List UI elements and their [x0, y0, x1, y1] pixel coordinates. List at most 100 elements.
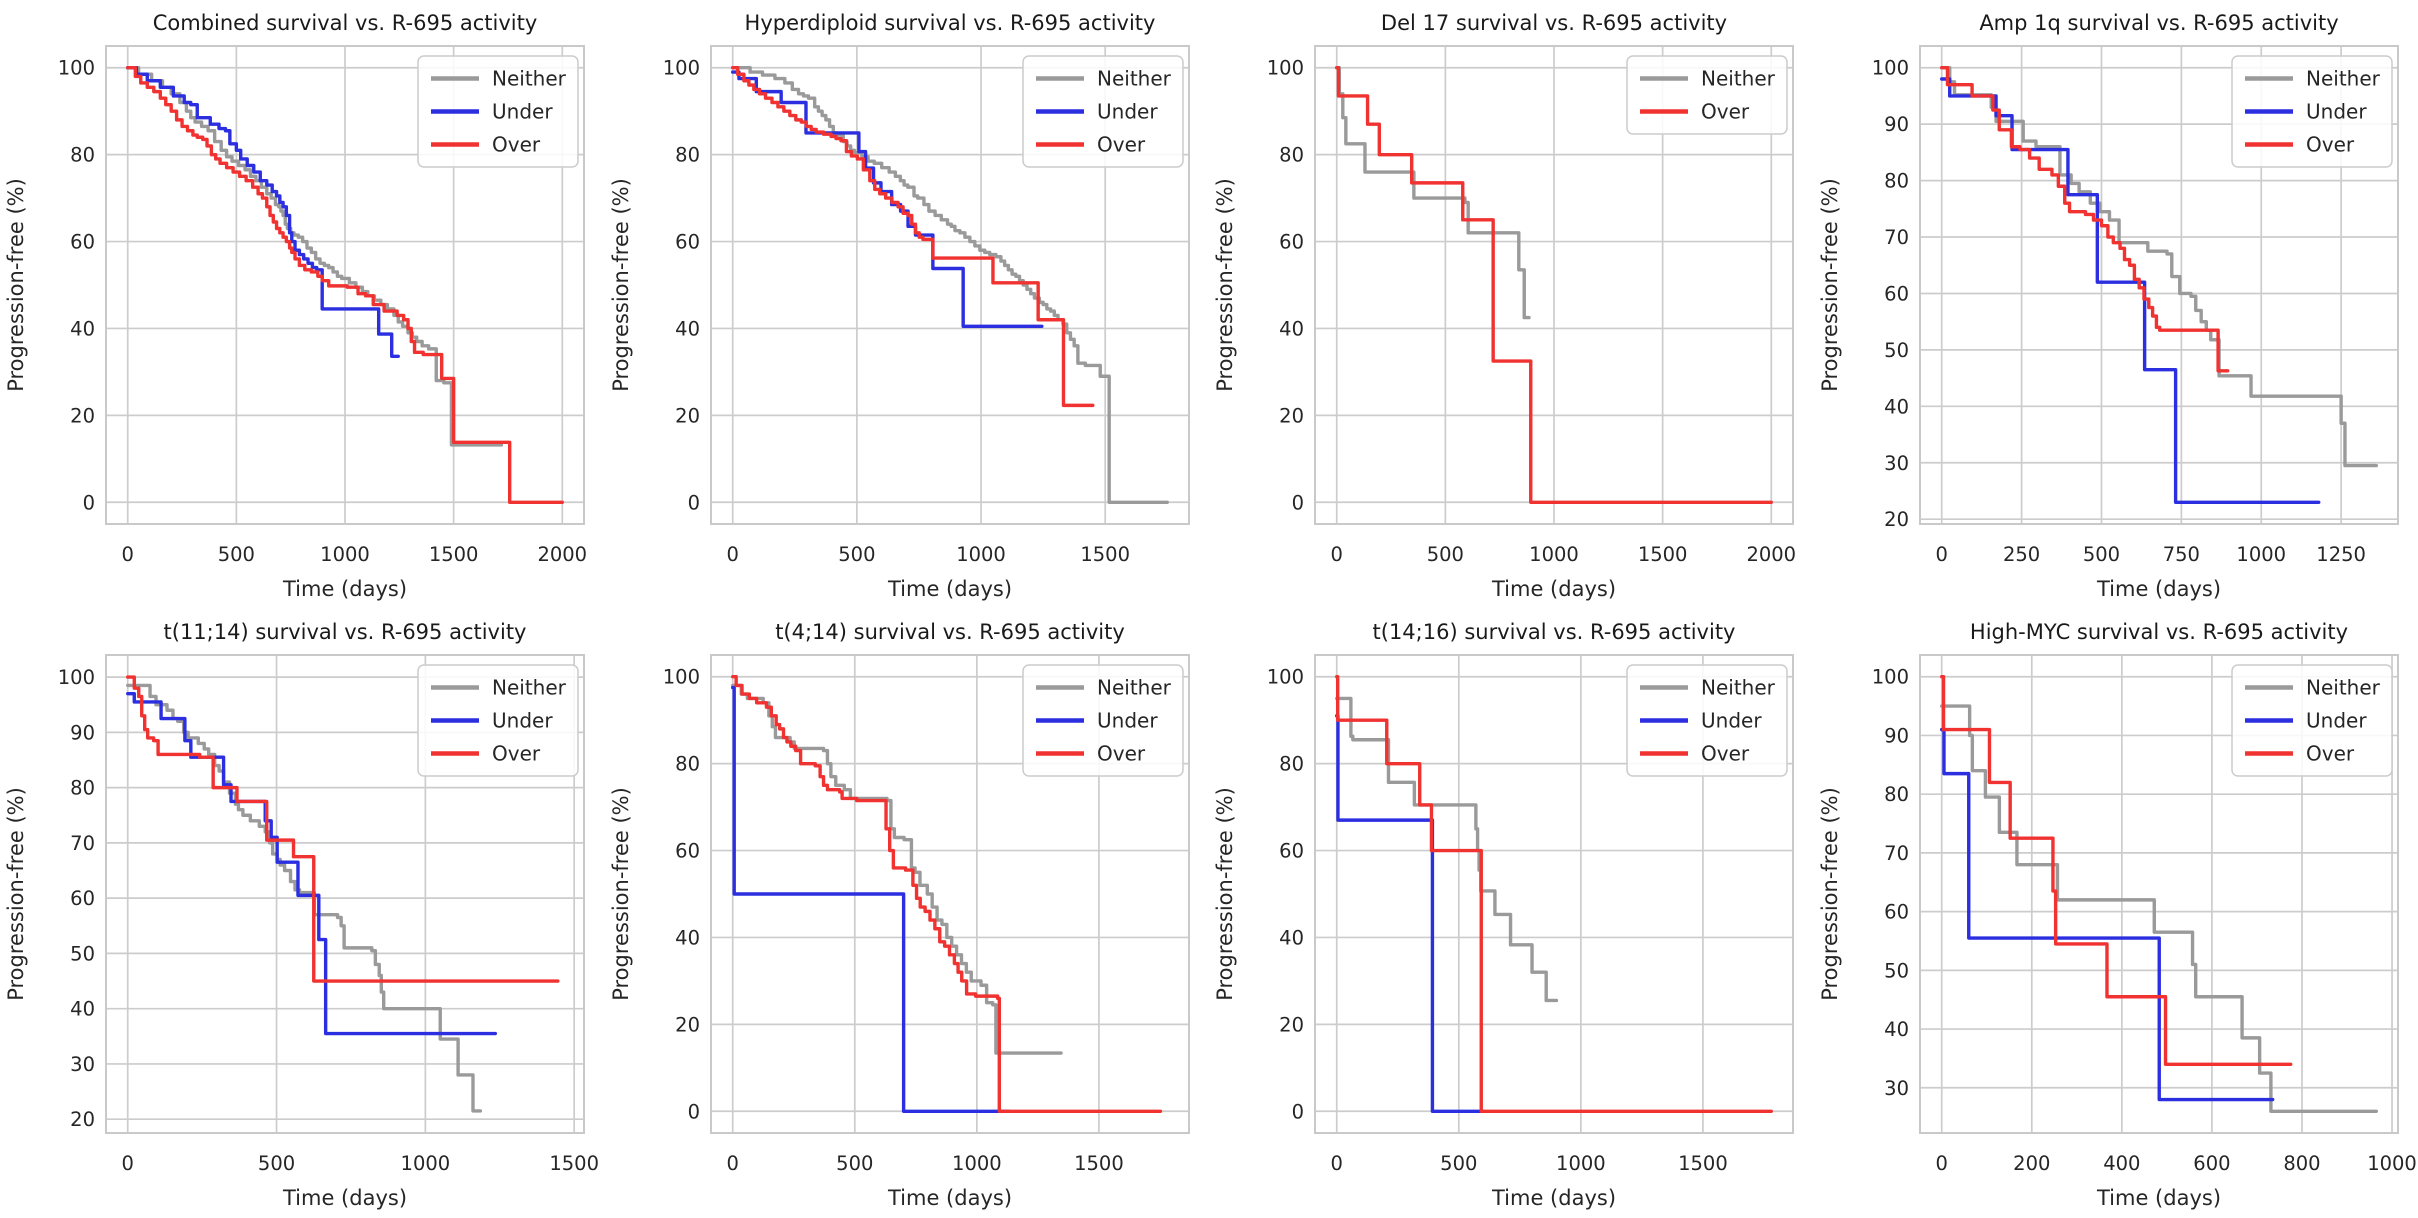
legend-box [417, 55, 579, 168]
x-axis-label: Time (days) [1491, 1186, 1616, 1210]
plot-border [709, 45, 1190, 525]
x-tick-label: 400 [2103, 1152, 2140, 1175]
y-tick-label: 70 [70, 832, 95, 855]
x-tick-label: 800 [2283, 1152, 2320, 1175]
x-tick-label: 1500 [429, 543, 479, 566]
x-tick-label: 1500 [549, 1152, 599, 1175]
y-tick-label: 20 [675, 1013, 700, 1036]
y-axis-label: Progression-free (%) [609, 178, 633, 392]
legend-label-over: Over [492, 742, 541, 766]
y-tick-label: 100 [1267, 666, 1304, 689]
y-tick-label: 20 [675, 404, 700, 427]
survival-chart-t4_14: 0 500 1000 1500 0 20 40 60 80 100 t(4;14) survival… [609, 620, 1190, 1210]
legend-label-neither: Neither [1701, 676, 1776, 700]
y-axis-label: Progression-free (%) [4, 787, 28, 1001]
y-tick-label: 60 [1884, 901, 1909, 924]
legend-label-over: Over [2306, 133, 2355, 157]
y-tick-label: 60 [1279, 231, 1304, 254]
chart-title: Amp 1q survival vs. R-695 activity [1979, 11, 2338, 35]
legend-label-over: Over [1097, 133, 1146, 157]
chart-title: t(4;14) survival vs. R-695 activity [775, 620, 1125, 644]
y-tick-label: 60 [70, 231, 95, 254]
plot-border [709, 654, 1190, 1134]
x-axis-label: Time (days) [2095, 577, 2220, 601]
x-axis-label: Time (days) [886, 1186, 1011, 1210]
y-tick-label: 20 [1279, 1013, 1304, 1036]
y-tick-label: 40 [675, 926, 700, 949]
legend-box [1021, 664, 1184, 777]
legend-label-neither: Neither [2306, 676, 2381, 700]
survival-curve-neither [1335, 66, 1531, 320]
y-tick-label: 80 [70, 144, 95, 167]
x-tick-label: 0 [1331, 543, 1343, 566]
survival-curve-over [1939, 675, 2292, 1066]
x-tick-label: 1000 [401, 1152, 451, 1175]
y-tick-label: 90 [70, 721, 95, 744]
x-tick-label: 500 [836, 1152, 873, 1175]
legend-label-over: Over [492, 133, 541, 157]
x-tick-label: 1000 [952, 1152, 1002, 1175]
legend-label-neither: Neither [492, 676, 567, 700]
y-tick-label: 0 [687, 491, 699, 514]
y-tick-label: 60 [675, 231, 700, 254]
y-axis-label: Progression-free (%) [1213, 787, 1237, 1001]
y-tick-label: 40 [1279, 926, 1304, 949]
y-tick-label: 80 [675, 144, 700, 167]
x-tick-label: 2000 [1746, 543, 1796, 566]
y-tick-label: 30 [1884, 1077, 1909, 1100]
chart-cell-del17: 0 500 1000 1500 2000 0 20 40 60 80 100 Del 17 survi… [1209, 0, 1814, 609]
legend-box [1021, 55, 1184, 168]
y-tick-label: 20 [1884, 508, 1909, 531]
y-tick-label: 30 [1884, 452, 1909, 475]
legend-box [2230, 55, 2393, 168]
y-tick-label: 0 [687, 1100, 699, 1123]
legend-label-neither: Neither [1097, 67, 1172, 91]
x-tick-label: 1250 [2316, 543, 2366, 566]
x-tick-label: 0 [1935, 543, 1947, 566]
y-tick-label: 70 [1884, 226, 1909, 249]
x-axis-label: Time (days) [886, 577, 1011, 601]
survival-curve-over [126, 675, 560, 983]
y-tick-label: 100 [662, 57, 699, 80]
survival-curve-over [1939, 66, 2229, 373]
y-tick-label: 90 [1884, 724, 1909, 747]
survival-chart-high_myc: 0 200 400 600 800 1000 30 40 50 60 70 80 90 100 High-M… [1818, 620, 2417, 1210]
legend-label-neither: Neither [2306, 67, 2381, 91]
legend-box [1626, 664, 1788, 777]
y-tick-label: 70 [1884, 842, 1909, 865]
y-tick-label: 100 [1267, 57, 1304, 80]
y-tick-label: 80 [1279, 753, 1304, 776]
legend-label-neither: Neither [1097, 676, 1172, 700]
plot-border [1918, 654, 2399, 1134]
survival-curve-under [730, 685, 1010, 1113]
y-tick-label: 80 [1279, 144, 1304, 167]
x-tick-label: 1000 [956, 543, 1006, 566]
y-tick-label: 90 [1884, 113, 1909, 136]
legend-box [417, 664, 579, 777]
y-tick-label: 80 [675, 753, 700, 776]
legend-label-under: Under [1097, 709, 1158, 733]
y-axis-label: Progression-free (%) [609, 787, 633, 1001]
legend-label-over: Over [1701, 100, 1750, 124]
legend-label-over: Over [1097, 742, 1146, 766]
legend: Neither Under Over [1021, 55, 1184, 168]
chart-title: t(11;14) survival vs. R-695 activity [164, 620, 527, 644]
y-tick-label: 100 [58, 57, 95, 80]
legend: Neither Under Over [2230, 664, 2393, 777]
y-tick-label: 40 [70, 317, 95, 340]
y-tick-label: 60 [675, 840, 700, 863]
plot-border [1918, 45, 2399, 525]
x-tick-label: 500 [218, 543, 255, 566]
legend: Neither Under Over [2230, 55, 2393, 168]
survival-chart-combined: 0 500 1000 1500 2000 0 20 40 60 80 100 Combined sur… [4, 11, 587, 601]
survival-chart-amp1q: 0 250 500 750 1000 1250 20 30 40 50 60 70 80 90 100 Amp… [1818, 11, 2399, 601]
y-tick-label: 40 [675, 317, 700, 340]
survival-chart-del17: 0 500 1000 1500 2000 0 20 40 60 80 100 Del 17 survi… [1213, 11, 1796, 601]
y-tick-label: 40 [1884, 395, 1909, 418]
x-tick-label: 1500 [1678, 1152, 1728, 1175]
y-tick-label: 30 [70, 1053, 95, 1076]
x-tick-label: 0 [122, 543, 134, 566]
chart-title: t(14;16) survival vs. R-695 activity [1373, 620, 1736, 644]
legend: Neither Under Over [1021, 664, 1184, 777]
